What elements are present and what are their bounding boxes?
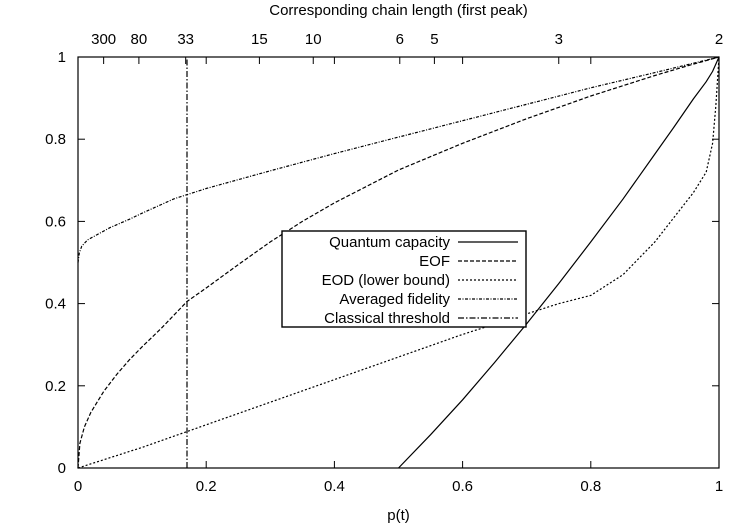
series-line-eod-lower-bound bbox=[77, 56, 720, 469]
x-tick-label: 0.2 bbox=[196, 478, 217, 495]
legend-label: EOF bbox=[419, 253, 450, 270]
legend-label: EOD (lower bound) bbox=[322, 272, 450, 289]
legend-box bbox=[281, 230, 527, 328]
legend-label: Quantum capacity bbox=[329, 234, 450, 251]
x-tick-label: 0 bbox=[74, 478, 82, 495]
x-axis-label: p(t) bbox=[387, 507, 410, 524]
series-line-quantum-capacity bbox=[398, 56, 720, 469]
top-tick-label: 5 bbox=[430, 31, 438, 48]
legend-label: Averaged fidelity bbox=[339, 291, 450, 308]
top-tick-label: 6 bbox=[396, 31, 404, 48]
y-tick-label: 0.2 bbox=[45, 378, 66, 395]
legend: Quantum capacity EOF EOD (lower bound) Aver… bbox=[281, 230, 527, 328]
top-tick-label: 80 bbox=[131, 31, 148, 48]
chart-title: Corresponding chain length (first peak) bbox=[269, 2, 527, 19]
top-tick-label: 300 bbox=[91, 31, 116, 48]
top-tick-label: 2 bbox=[715, 31, 723, 48]
x-tick-label: 0.8 bbox=[580, 478, 601, 495]
y-tick-label: 0 bbox=[58, 460, 66, 477]
x-tick-label: 0.4 bbox=[324, 478, 345, 495]
top-tick-label: 10 bbox=[305, 31, 322, 48]
top-tick-label: 3 bbox=[555, 31, 563, 48]
series-line-eof bbox=[77, 56, 720, 469]
series-line-averaged-fidelity bbox=[77, 56, 720, 263]
top-tick-label: 15 bbox=[251, 31, 268, 48]
x-tick-label: 0.6 bbox=[452, 478, 473, 495]
y-tick-label: 0.4 bbox=[45, 296, 66, 313]
series-layer bbox=[77, 56, 720, 469]
top-tick-label: 33 bbox=[177, 31, 194, 48]
y-tick-label: 0.6 bbox=[45, 213, 66, 230]
y-tick-label: 0.8 bbox=[45, 131, 66, 148]
x-tick-label: 1 bbox=[715, 478, 723, 495]
y-tick-label: 1 bbox=[58, 49, 66, 66]
legend-label: Classical threshold bbox=[324, 310, 450, 327]
